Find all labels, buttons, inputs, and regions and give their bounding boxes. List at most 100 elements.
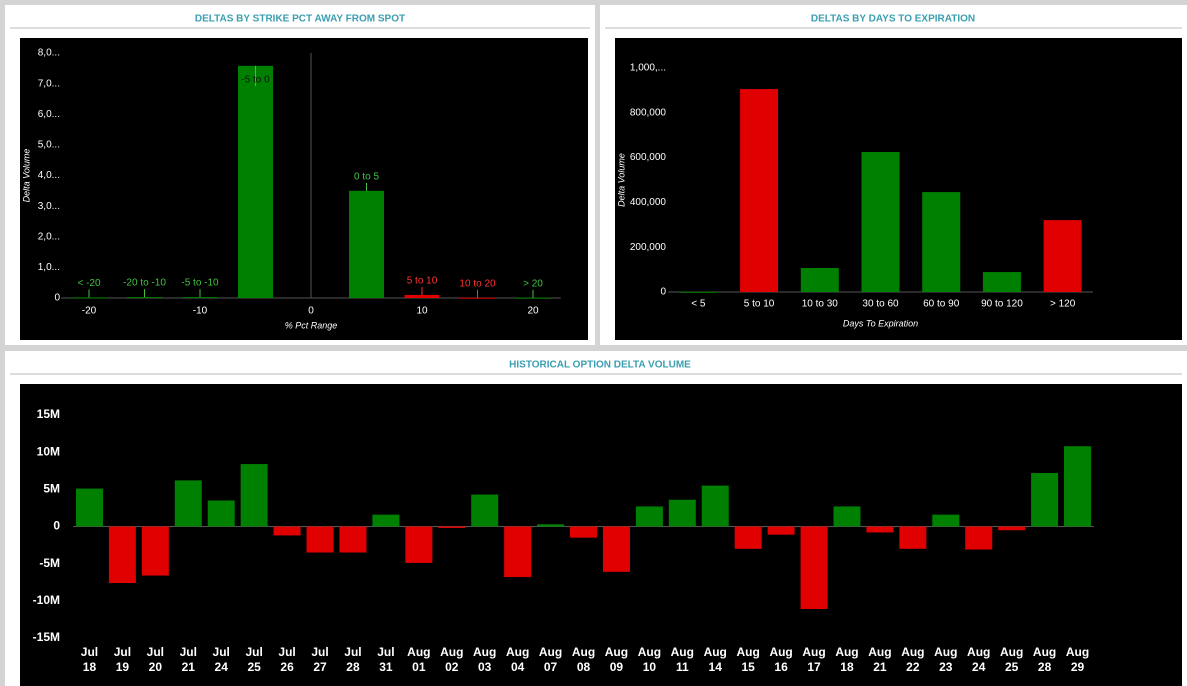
x-tick-label: Jul <box>213 645 230 659</box>
bar <box>174 480 202 527</box>
x-tick-label: 27 <box>313 660 327 674</box>
data-label: -5 to 0 <box>241 75 270 86</box>
x-tick-label: 24 <box>972 660 986 674</box>
x-tick-label: Aug <box>737 645 760 659</box>
chart-title: DELTAS BY DAYS TO EXPIRATION <box>811 14 975 25</box>
bar <box>866 526 894 533</box>
plot-bg <box>20 38 588 340</box>
x-tick-label: 90 to 120 <box>981 299 1023 310</box>
data-label: -5 to -10 <box>181 278 219 289</box>
x-tick-label: < 5 <box>691 299 706 310</box>
bar <box>306 526 334 553</box>
x-tick-label: 02 <box>445 660 459 674</box>
bar <box>438 526 466 528</box>
x-tick-label: Aug <box>967 645 990 659</box>
x-tick-label: Aug <box>868 645 891 659</box>
x-tick-label: Aug <box>704 645 727 659</box>
x-tick-label: 22 <box>906 660 920 674</box>
x-tick-label: 10 <box>643 660 657 674</box>
x-tick-label: Aug <box>506 645 529 659</box>
bar <box>668 499 696 527</box>
bar <box>71 297 107 299</box>
x-tick-label: 18 <box>83 660 97 674</box>
bar <box>339 526 367 553</box>
x-tick-label: Jul <box>344 645 361 659</box>
x-tick-label: 20 <box>527 306 539 317</box>
x-axis-label: % Pct Range <box>285 320 338 330</box>
y-tick-label: 0 <box>54 293 60 304</box>
x-tick-label: 25 <box>1005 660 1019 674</box>
data-label: > 20 <box>523 278 543 289</box>
bar <box>240 464 268 527</box>
x-tick-label: Aug <box>769 645 792 659</box>
bar <box>127 297 162 299</box>
data-label: < -20 <box>77 278 101 289</box>
plot-bg <box>20 384 1182 686</box>
x-tick-label: 03 <box>478 660 492 674</box>
x-tick-label: 25 <box>247 660 261 674</box>
bar <box>570 526 597 538</box>
y-tick-label: 2,0... <box>38 231 60 242</box>
y-tick-label: 10M <box>37 444 60 458</box>
bar <box>982 272 1021 292</box>
x-tick-label: -10 <box>193 306 208 317</box>
x-tick-label: Aug <box>473 645 496 659</box>
y-tick-label: 200,000 <box>630 242 667 253</box>
y-tick-label: 1,000,... <box>630 63 666 74</box>
bar <box>635 506 663 527</box>
bar <box>679 291 718 293</box>
x-tick-label: Aug <box>1000 645 1023 659</box>
bar <box>965 526 993 550</box>
x-tick-label: Aug <box>671 645 694 659</box>
x-tick-label: 23 <box>939 660 953 674</box>
bar <box>405 526 433 563</box>
x-tick-label: -20 <box>82 306 97 317</box>
x-tick-label: Jul <box>114 645 131 659</box>
x-tick-label: Jul <box>147 645 164 659</box>
x-tick-label: 28 <box>1038 660 1052 674</box>
bar <box>899 526 927 549</box>
x-tick-label: Aug <box>1033 645 1056 659</box>
y-tick-label: -15M <box>33 630 60 644</box>
x-tick-label: 16 <box>774 660 788 674</box>
x-tick-label: 29 <box>1071 660 1085 674</box>
x-tick-label: Aug <box>638 645 661 659</box>
x-axis-label: Days To Expiration <box>843 318 918 328</box>
bar <box>537 524 565 527</box>
x-tick-label: Aug <box>901 645 924 659</box>
x-tick-label: 10 <box>416 306 428 317</box>
bar <box>1031 472 1059 527</box>
bar <box>800 268 839 292</box>
bar <box>800 526 828 610</box>
y-axis-label: Delta Volume <box>21 149 31 203</box>
y-tick-label: 4,0... <box>38 170 60 181</box>
y-tick-label: 8,0... <box>38 48 60 59</box>
bar <box>1043 220 1082 292</box>
bar <box>515 297 551 299</box>
x-tick-label: 14 <box>709 660 723 674</box>
bar <box>182 297 218 299</box>
x-tick-label: Aug <box>934 645 957 659</box>
x-tick-label: 04 <box>511 660 525 674</box>
x-tick-label: Aug <box>440 645 463 659</box>
bar <box>108 526 136 583</box>
y-tick-label: 7,0... <box>38 78 60 89</box>
bar <box>238 65 273 298</box>
x-tick-label: Jul <box>311 645 328 659</box>
bar <box>602 526 630 572</box>
bar <box>734 526 762 549</box>
bar <box>471 494 499 527</box>
data-label: 5 to 10 <box>407 276 438 287</box>
y-tick-label: 15M <box>37 407 60 421</box>
x-tick-label: 24 <box>215 660 229 674</box>
y-tick-label: 600,000 <box>630 152 667 163</box>
x-tick-label: 01 <box>412 660 426 674</box>
bar <box>740 89 779 292</box>
x-tick-label: Aug <box>539 645 562 659</box>
x-tick-label: Jul <box>245 645 262 659</box>
x-tick-label: 08 <box>577 660 591 674</box>
x-tick-label: Aug <box>605 645 628 659</box>
x-tick-label: 26 <box>280 660 294 674</box>
